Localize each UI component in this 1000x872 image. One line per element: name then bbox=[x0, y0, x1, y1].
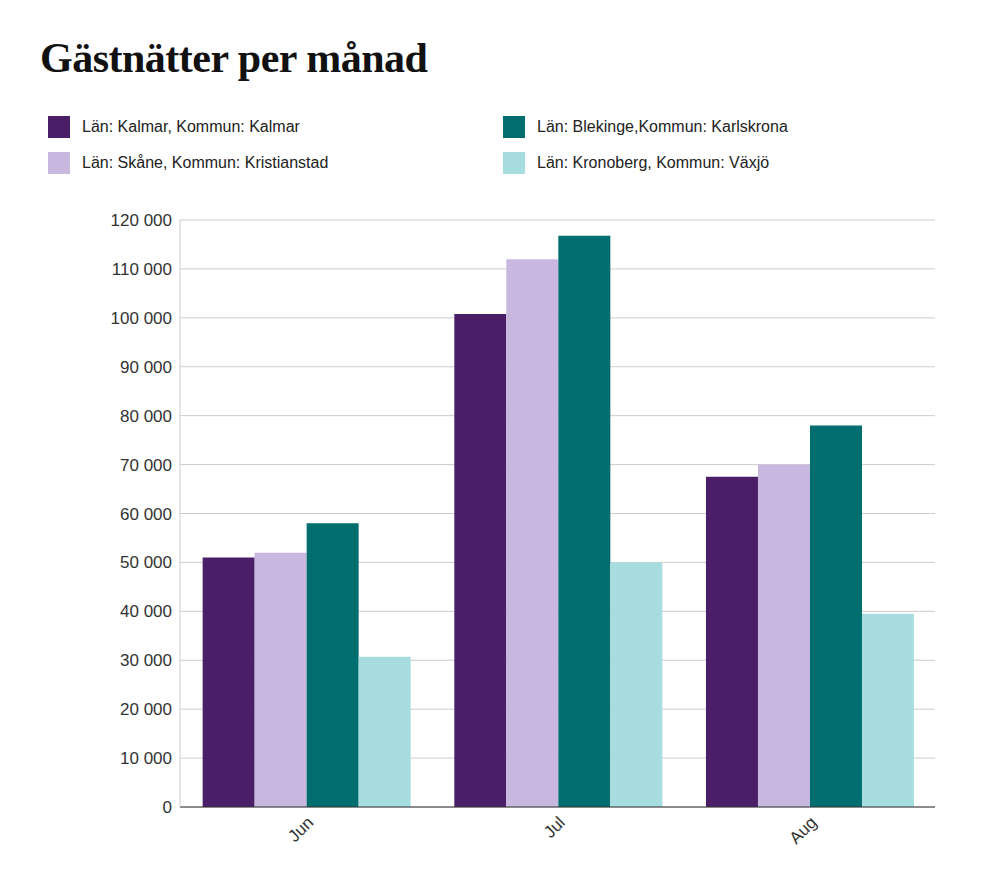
svg-text:0: 0 bbox=[163, 798, 172, 817]
svg-text:80 000: 80 000 bbox=[120, 407, 172, 426]
svg-text:120 000: 120 000 bbox=[111, 211, 172, 230]
svg-text:70 000: 70 000 bbox=[120, 456, 172, 475]
html-text:Gästnätter per månad: Gästnätter per månad bbox=[40, 35, 428, 81]
svg-text:10 000: 10 000 bbox=[120, 749, 172, 768]
html-text:Län: Skåne, Kommun: Kristianst: Län: Skåne, Kommun: Kristianstad bbox=[82, 154, 329, 171]
svg-text:30 000: 30 000 bbox=[120, 651, 172, 670]
html-text:Län: Blekinge,Kommun: Karlskro: Län: Blekinge,Kommun: Karlskrona bbox=[537, 118, 788, 135]
svg-text:100 000: 100 000 bbox=[111, 309, 172, 328]
svg-text:110 000: 110 000 bbox=[112, 260, 172, 279]
svg-text:Jun: Jun bbox=[284, 813, 317, 846]
svg-text:Jul: Jul bbox=[540, 813, 569, 842]
svg-text:50 000: 50 000 bbox=[120, 553, 172, 572]
html-text:Län: Kronoberg, Kommun: Växjö: Län: Kronoberg, Kommun: Växjö bbox=[537, 154, 770, 171]
svg-text:90 000: 90 000 bbox=[120, 358, 172, 377]
svg-text:Aug: Aug bbox=[786, 813, 821, 848]
svg-text:40 000: 40 000 bbox=[120, 602, 172, 621]
svg-text:60 000: 60 000 bbox=[120, 505, 172, 524]
html-text:Län: Kalmar, Kommun: Kalmar: Län: Kalmar, Kommun: Kalmar bbox=[82, 118, 300, 135]
svg-text:20 000: 20 000 bbox=[120, 700, 172, 719]
